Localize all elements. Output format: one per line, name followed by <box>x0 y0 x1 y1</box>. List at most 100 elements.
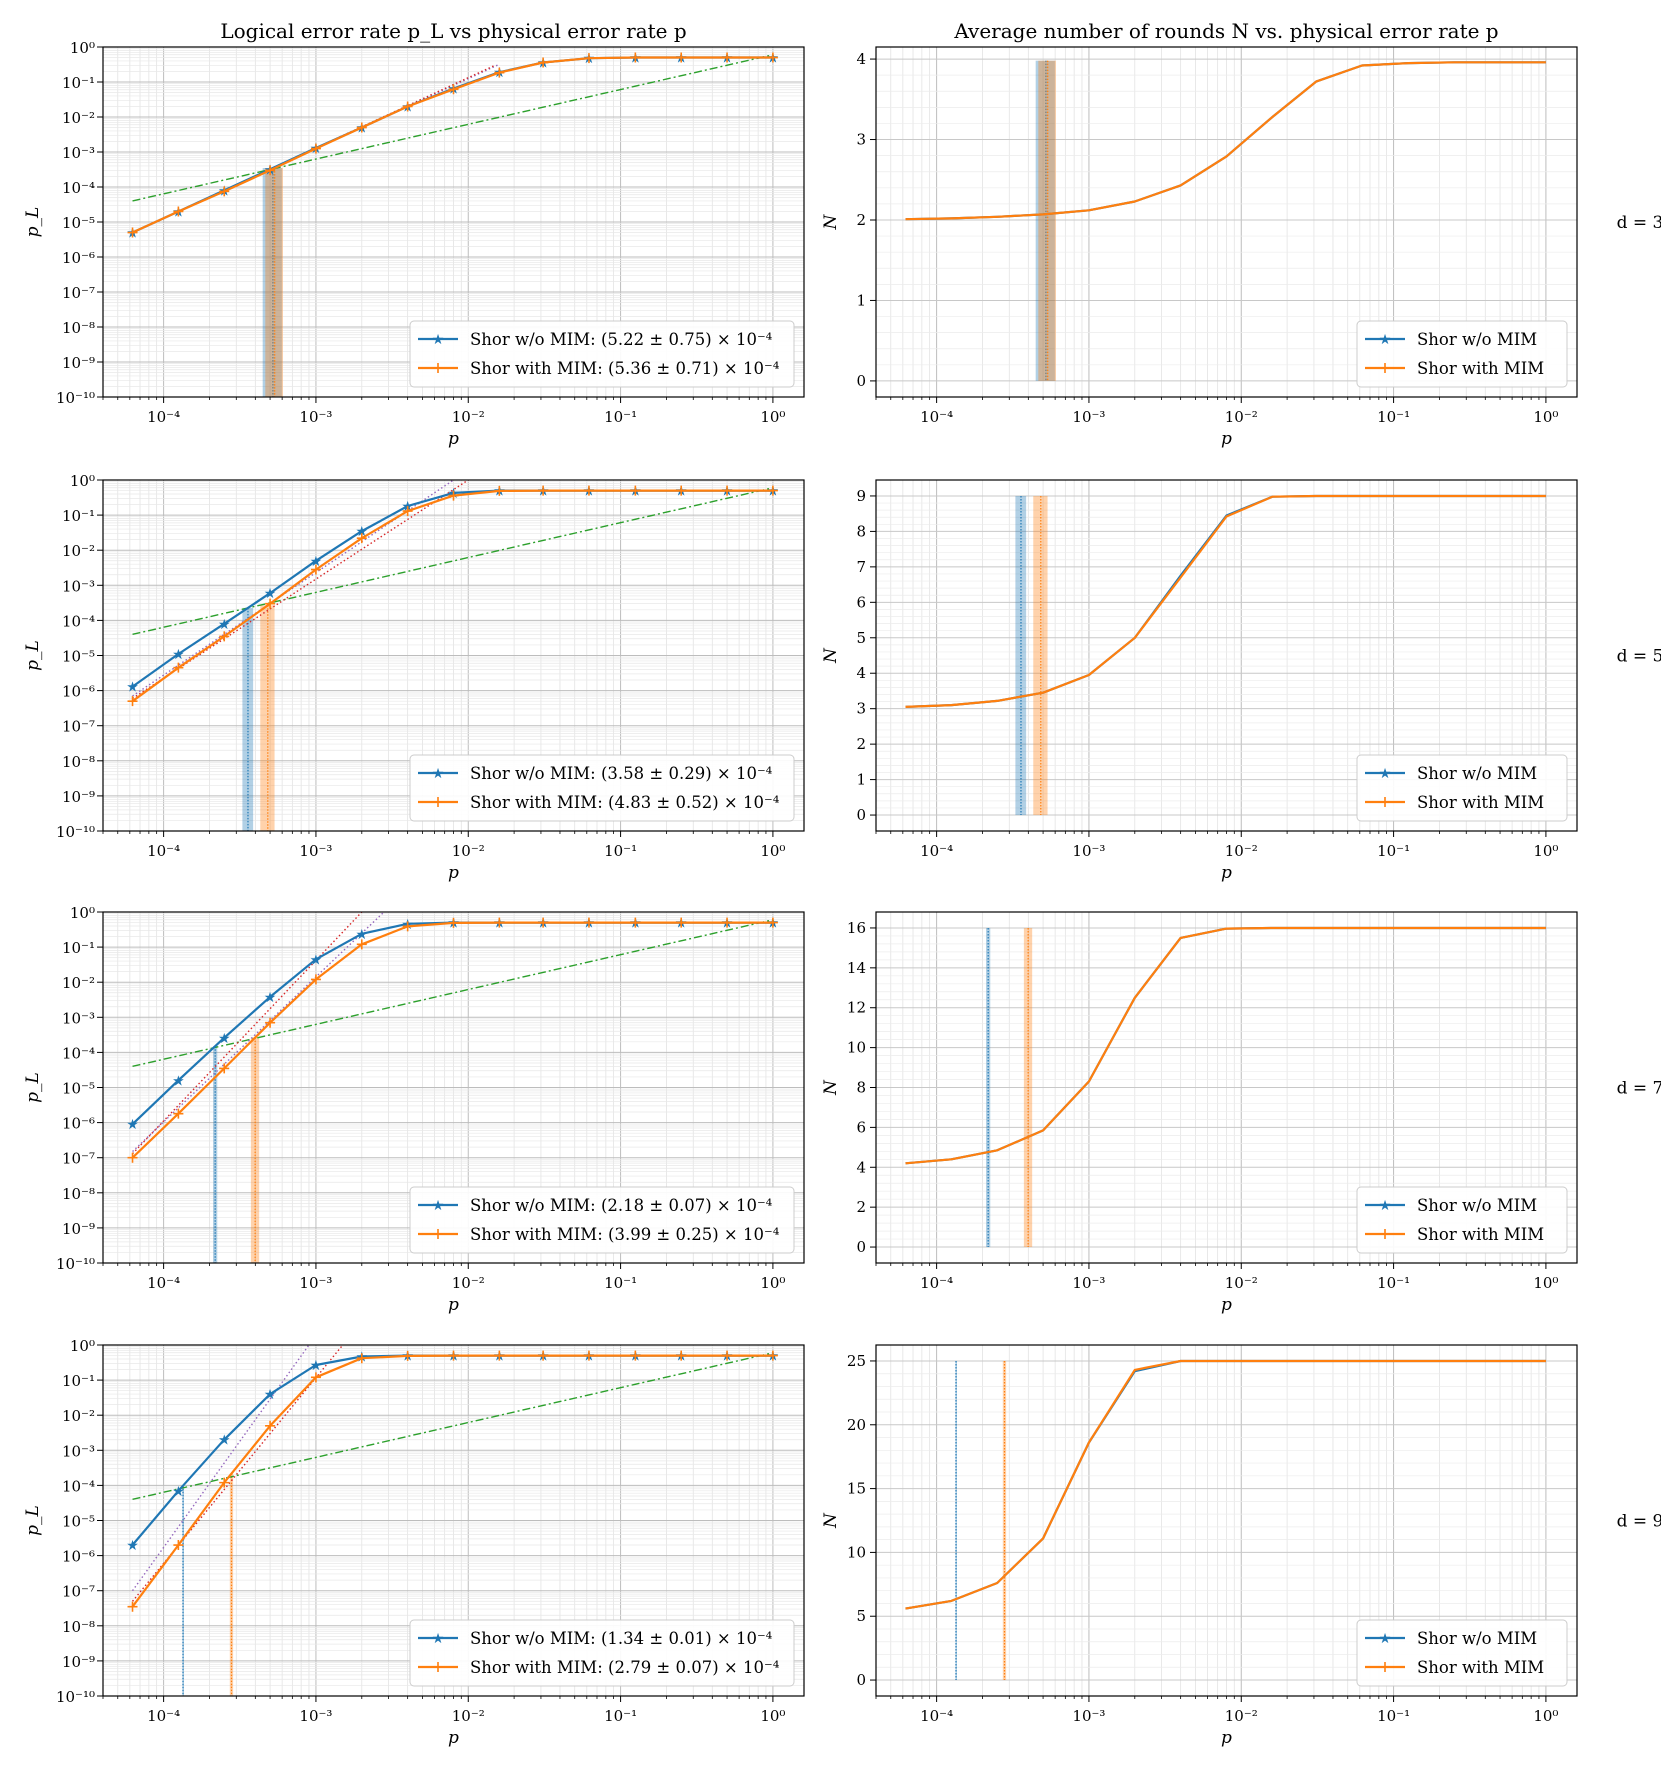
data-point <box>630 52 641 63</box>
data-point <box>356 939 367 950</box>
legend-marker <box>433 797 443 807</box>
x-tick-label: 10⁻⁴ <box>147 1274 180 1292</box>
x-tick-label: 10⁰ <box>760 1707 785 1725</box>
reference-line <box>132 912 385 1153</box>
data-point <box>219 186 230 197</box>
threshold-band <box>250 1037 260 1263</box>
legend-marker <box>433 363 443 373</box>
data-point <box>676 917 687 928</box>
plot-area <box>905 1359 1546 1610</box>
data-point <box>630 485 641 496</box>
y-tick-label: 10⁻¹⁰ <box>56 1255 95 1273</box>
legend: ★ Shor w/o MIM Shor with MIM <box>1356 1619 1568 1687</box>
y-tick-label: 10⁻⁹ <box>62 1220 95 1238</box>
legend-marker: ★ <box>432 1198 445 1214</box>
y-tick-label: 6 <box>856 593 866 611</box>
data-point: ★ <box>310 952 323 968</box>
data-point <box>127 1601 138 1612</box>
legend: ★ Shor w/o MIM: (3.58 ± 0.29) × 10⁻⁴ Shor … <box>409 754 795 822</box>
panel-7: ★★★★★★★★★★★★★★★10⁻⁴10⁻³10⁻²10⁻¹10⁰p10⁻¹⁰… <box>23 1337 805 1748</box>
y-axis-label: p_L <box>23 207 43 238</box>
legend-label: Shor with MIM <box>1417 1658 1544 1677</box>
x-axis: 10⁻⁴ 10⁻³ 10⁻² 10⁻¹ 10⁰ p <box>102 831 785 883</box>
y-tick-label: 4 <box>856 1158 866 1176</box>
data-point <box>538 917 549 928</box>
y-tick-label: 14 <box>847 959 866 977</box>
legend-marker: ★ <box>1379 332 1392 348</box>
panel-3: ★★★★★★★★★★★★★★★10⁻⁴10⁻³10⁻²10⁻¹10⁰p10⁻¹⁰… <box>23 472 805 883</box>
y-tick-label: 7 <box>856 558 866 576</box>
data-point <box>494 917 505 928</box>
data-point <box>630 1350 641 1361</box>
data-point: ★ <box>218 1433 231 1449</box>
x-tick-label: 10⁰ <box>760 408 785 426</box>
reference-line <box>132 480 454 697</box>
series-line <box>905 61 1546 221</box>
data-point <box>173 1108 184 1119</box>
x-tick-label: 10⁰ <box>1533 1274 1558 1292</box>
y-tick-label: 4 <box>856 50 866 68</box>
legend-label: Shor w/o MIM <box>1417 764 1537 783</box>
data-point <box>583 917 594 928</box>
data-point: ★ <box>264 990 277 1006</box>
y-tick-label: 10⁻⁷ <box>62 284 95 302</box>
y-tick-label: 16 <box>847 919 866 937</box>
legend-marker <box>1380 1229 1390 1239</box>
legend: ★ Shor w/o MIM Shor with MIM <box>1356 320 1568 388</box>
y-tick-label: 9 <box>856 487 866 505</box>
data-point <box>402 506 413 517</box>
data-point: ★ <box>310 554 323 570</box>
series-line <box>905 61 1546 221</box>
legend: ★ Shor w/o MIM Shor with MIM <box>1356 754 1568 822</box>
data-point <box>448 84 459 95</box>
data-point: ★ <box>264 1387 277 1403</box>
y-tick-label: 1 <box>856 771 866 789</box>
x-axis-label: p <box>448 429 459 449</box>
data-point <box>583 1350 594 1361</box>
legend-marker: ★ <box>1379 766 1392 782</box>
grid <box>876 47 1577 397</box>
legend-label: Shor with MIM: (2.79 ± 0.07) × 10⁻⁴ <box>470 1658 780 1677</box>
legend-label: Shor with MIM: (3.99 ± 0.25) × 10⁻⁴ <box>470 1225 780 1244</box>
y-tick-label: 10⁻¹ <box>62 74 95 92</box>
row-label: d = 9 <box>1617 1512 1661 1532</box>
x-tick-label: 10⁻³ <box>1072 1274 1105 1292</box>
data-point: ★ <box>172 647 185 663</box>
data-point: ★ <box>172 1073 185 1089</box>
x-tick-label: 10⁻¹ <box>604 1274 637 1292</box>
y-tick-label: 10⁻⁸ <box>62 753 95 771</box>
reference-line <box>132 1352 774 1501</box>
x-axis: 10⁻⁴ 10⁻³ 10⁻² 10⁻¹ 10⁰ p <box>102 1696 785 1748</box>
x-axis: 10⁻⁴ 10⁻³ 10⁻² 10⁻¹ 10⁰ p <box>102 1263 785 1315</box>
y-tick-label: 0 <box>856 806 866 824</box>
y-tick-label: 2 <box>856 1198 866 1216</box>
x-axis: 10⁻⁴ 10⁻³ 10⁻² 10⁻¹ 10⁰ p <box>875 1263 1558 1315</box>
y-tick-label: 10⁻³ <box>62 144 95 162</box>
x-tick-label: 10⁻¹ <box>1377 842 1410 860</box>
reference-line <box>132 480 469 699</box>
y-tick-label: 10⁻⁸ <box>62 319 95 337</box>
panel-2: 10⁻⁴ 10⁻³ 10⁻² 10⁻¹ 10⁰ p 0 1 2 3 4 N Average number… <box>821 19 1578 449</box>
series-line <box>131 1354 773 1608</box>
data-point <box>173 662 184 673</box>
x-tick-label: 10⁻³ <box>299 408 332 426</box>
plot-area <box>905 61 1546 221</box>
data-point <box>356 533 367 544</box>
y-tick-label: 20 <box>847 1416 866 1434</box>
data-point: ★ <box>264 586 277 602</box>
y-axis-label: N <box>821 647 841 664</box>
legend-box <box>409 320 795 388</box>
x-axis: 10⁻⁴ 10⁻³ 10⁻² 10⁻¹ 10⁰ p <box>875 1696 1558 1748</box>
y-tick-label: 10⁻³ <box>62 1009 95 1027</box>
x-axis: 10⁻⁴ 10⁻³ 10⁻² 10⁻¹ 10⁰ p <box>102 397 785 449</box>
threshold-band <box>1035 60 1055 381</box>
x-tick-label: 10⁻³ <box>299 842 332 860</box>
y-tick-label: 6 <box>856 1118 866 1136</box>
x-tick-label: 10⁻³ <box>299 1274 332 1292</box>
data-point <box>494 485 505 496</box>
y-axis-label: p_L <box>23 1072 43 1103</box>
series-line <box>905 494 1546 708</box>
y-axis-label: p_L <box>23 640 43 671</box>
reference-line <box>132 487 774 636</box>
legend-label: Shor with MIM: (5.36 ± 0.71) × 10⁻⁴ <box>470 359 780 378</box>
